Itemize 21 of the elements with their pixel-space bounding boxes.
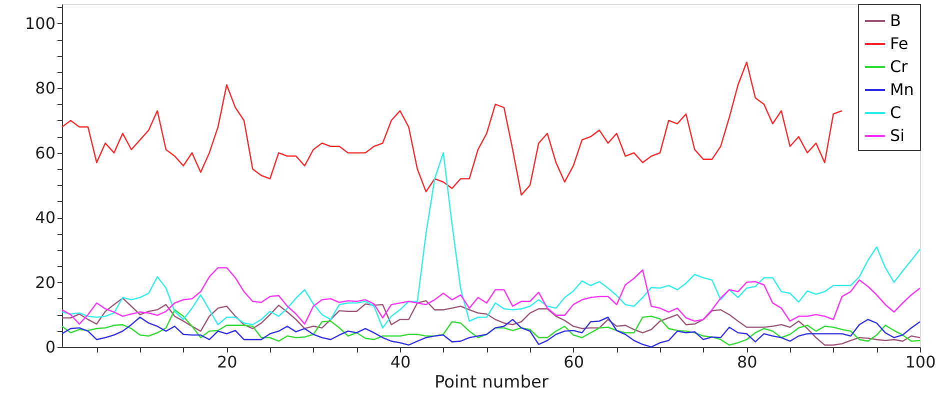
legend-label: Mn — [890, 80, 914, 99]
y-tick-label: 100 — [24, 14, 56, 33]
y-tick-label: 20 — [35, 272, 56, 292]
legend-label: B — [890, 11, 901, 30]
legend-label: Fe — [890, 34, 908, 53]
x-tick-label: 60 — [564, 352, 584, 372]
legend-label: Si — [890, 126, 905, 145]
x-tick-label: 20 — [216, 352, 238, 372]
x-tick-label: 80 — [736, 352, 758, 372]
y-tick-label: 40 — [35, 208, 56, 228]
legend-label: C — [890, 103, 902, 122]
x-axis-title: Point number — [434, 372, 548, 392]
y-tick-label: 80 — [35, 78, 56, 98]
y-tick-label: 60 — [35, 143, 56, 162]
line-series — [61, 152, 921, 329]
x-tick-label: 100 — [905, 352, 936, 372]
line-series — [61, 62, 843, 196]
x-tick-label: 40 — [390, 352, 411, 372]
y-tick-label: 0 — [45, 338, 56, 356]
line-series — [61, 267, 921, 325]
legend-label: Cr — [890, 57, 908, 76]
